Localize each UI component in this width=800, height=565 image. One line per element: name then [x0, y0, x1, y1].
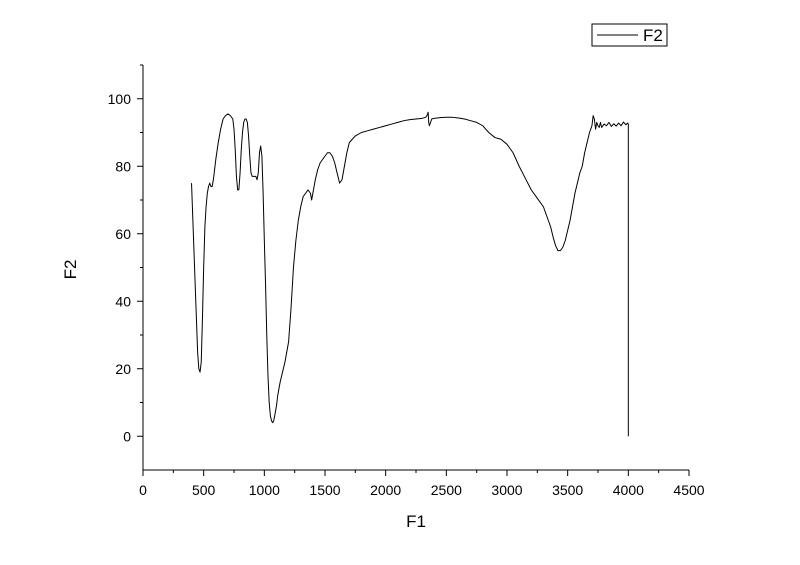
y-tick-label: 80	[115, 158, 131, 174]
x-axis-ticks: 0 500 1000 1500 2000 2500 3000 3500 4000 4500	[139, 470, 705, 498]
x-tick-label: 1000	[249, 482, 280, 498]
legend-label: F2	[643, 26, 663, 45]
series-layer	[191, 111, 629, 437]
series-line-f2	[191, 111, 629, 437]
x-tick-label: 3500	[552, 482, 583, 498]
y-tick-label: 40	[115, 293, 131, 309]
x-tick-label: 2500	[431, 482, 462, 498]
x-tick-label: 3000	[491, 482, 522, 498]
x-tick-label: 0	[139, 482, 147, 498]
y-tick-label: 60	[115, 226, 131, 242]
y-axis-ticks: 0 20 40 60 80 100	[108, 64, 143, 444]
y-axis-title: F2	[61, 260, 80, 280]
x-tick-label: 4500	[673, 482, 704, 498]
x-tick-label: 500	[192, 482, 216, 498]
y-tick-label: 100	[108, 91, 132, 107]
x-tick-label: 2000	[370, 482, 401, 498]
y-tick-label: 20	[115, 361, 131, 377]
legend[interactable]: F2	[591, 23, 668, 47]
x-tick-label: 4000	[613, 482, 644, 498]
y-tick-label: 0	[123, 428, 131, 444]
legend-box	[591, 23, 668, 47]
x-tick-label: 1500	[309, 482, 340, 498]
x-axis-title: F1	[406, 512, 426, 531]
